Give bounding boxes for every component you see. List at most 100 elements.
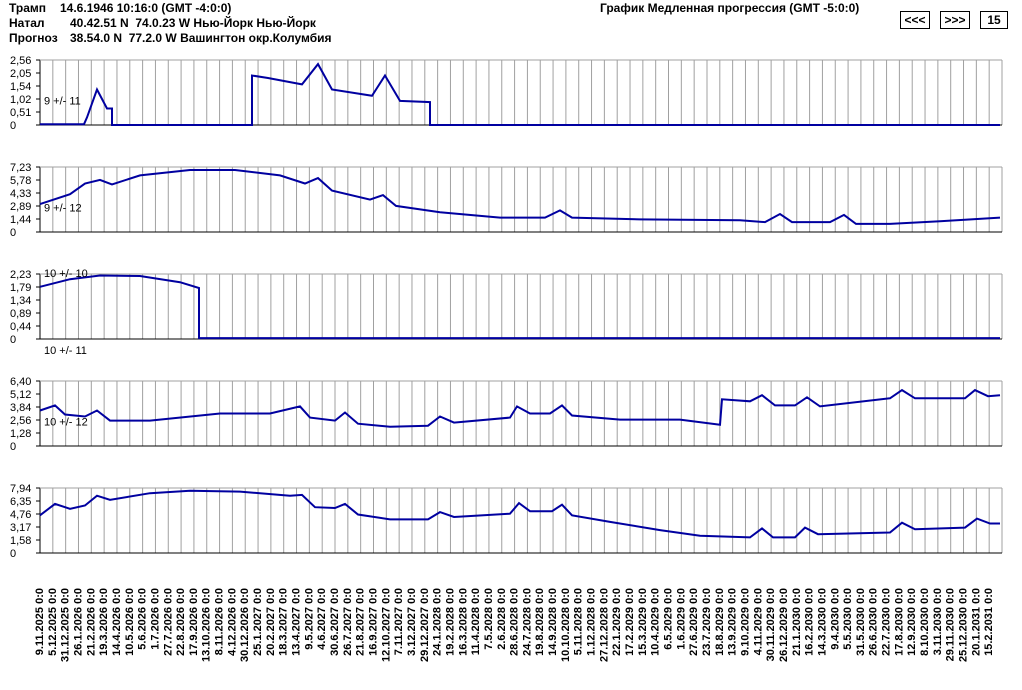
- x-tick-label: 25.1.2027 0:0: [252, 588, 264, 656]
- x-tick-label: 18.3.2027 0:0: [278, 588, 290, 656]
- graph-title: График Медленная прогрессия (GMT -5:0:0): [600, 1, 860, 15]
- y-tick-label: 0,89: [10, 308, 31, 320]
- y-tick-label: 4,33: [10, 188, 31, 200]
- x-tick-label: 13.4.2027 0:0: [291, 588, 303, 656]
- x-tick-label: 29.12.2027 0:0: [419, 588, 431, 662]
- x-tick-label: 20.2.2027 0:0: [265, 588, 277, 656]
- x-tick-label: 9.5.2027 0:0: [303, 588, 315, 650]
- x-tick-label: 27.12.2028 0:0: [598, 588, 610, 662]
- x-tick-label: 22.1.2029 0:0: [611, 588, 623, 656]
- x-tick-label: 30.6.2027 0:0: [329, 588, 341, 656]
- x-tick-label: 26.12.2029 0:0: [778, 588, 790, 662]
- y-tick-label: 1,79: [10, 282, 31, 294]
- x-tick-label: 5.6.2026 0:0: [137, 588, 149, 650]
- x-tick-label: 27.7.2026 0:0: [162, 588, 174, 656]
- y-tick-label: 3,84: [10, 402, 31, 414]
- x-tick-label: 2.6.2028 0:0: [496, 588, 508, 650]
- x-tick-label: 28.6.2028 0:0: [509, 588, 521, 656]
- x-tick-label: 4.6.2027 0:0: [316, 588, 328, 650]
- x-tick-label: 8.11.2026 0:0: [214, 588, 226, 655]
- x-tick-label: 21.8.2027 0:0: [355, 588, 367, 656]
- y-tick-label: 4,76: [10, 509, 31, 521]
- x-tick-label: 17.8.2030 0:0: [893, 588, 905, 656]
- y-tick-label: 1,44: [10, 214, 31, 226]
- y-tick-label: 0: [10, 120, 16, 132]
- x-tick-label: 16.9.2027 0:0: [368, 588, 380, 656]
- x-tick-label: 5.11.2028 0:0: [573, 588, 585, 655]
- y-tick-label: 1,34: [10, 295, 31, 307]
- x-tick-label: 31.12.2025 0:0: [60, 588, 72, 662]
- x-tick-label: 1.12.2028 0:0: [586, 588, 598, 656]
- x-axis-dates: 9.11.2025 0:0 5.12.2025 0:0 31.12.2025 0:0…: [34, 588, 995, 662]
- x-tick-label: 9.10.2029 0:0: [740, 588, 752, 656]
- x-tick-label: 10.5.2026 0:0: [124, 588, 136, 656]
- y-tick-label: 0: [10, 334, 16, 346]
- natal-location: 40.42.51 N 74.0.23 W Нью-Йорк Нью-Йорк: [70, 16, 316, 30]
- y-tick-label: 2,23: [10, 269, 31, 281]
- x-tick-label: 15.2.2031 0:0: [983, 588, 995, 656]
- chart-panel-3: 2,231,791,340,890,440 10 +/- 10 10 +/- 11: [10, 268, 1003, 357]
- x-tick-label: 7.11.2027 0:0: [393, 588, 405, 655]
- x-tick-label: 9.11.2025 0:0: [34, 588, 46, 655]
- x-tick-label: 6.5.2029 0:0: [663, 588, 675, 650]
- y-tick-label: 2,05: [10, 68, 31, 80]
- forecast-location: 38.54.0 N 77.2.0 W Вашингтон окр.Колумби…: [70, 31, 332, 45]
- orb-label: 9 +/- 12: [44, 202, 82, 214]
- natal-label: Натал: [9, 16, 45, 30]
- x-tick-label: 15.3.2029 0:0: [637, 588, 649, 656]
- next-button[interactable]: >>>: [940, 11, 970, 29]
- series-line: [40, 62, 1000, 126]
- x-tick-label: 30.12.2026 0:0: [239, 588, 251, 662]
- x-tick-label: 31.5.2030 0:0: [855, 588, 867, 656]
- y-tick-label: 0: [10, 548, 16, 560]
- x-tick-label: 12.10.2027 0:0: [380, 588, 392, 662]
- y-tick-label: 5,12: [10, 389, 31, 401]
- x-tick-label: 18.8.2029 0:0: [714, 588, 726, 656]
- orb-label: 9 +/- 11: [44, 95, 81, 107]
- x-tick-label: 24.1.2028 0:0: [432, 588, 444, 656]
- x-tick-label: 30.11.2029 0:0: [765, 588, 777, 661]
- series-line: [39, 169, 1001, 225]
- x-tick-label: 3.11.2030 0:0: [932, 588, 944, 655]
- y-tick-label: 0: [10, 227, 16, 239]
- y-tick-label: 7,94: [10, 483, 31, 495]
- y-tick-label: 6,35: [10, 496, 31, 508]
- x-tick-label: 19.2.2028 0:0: [445, 588, 457, 656]
- x-tick-label: 14.9.2028 0:0: [547, 588, 559, 656]
- step-field[interactable]: 15: [980, 11, 1008, 29]
- chart-panel-5: 7,946,354,763,171,580: [10, 483, 1003, 560]
- series-line: [39, 274, 1000, 340]
- x-tick-label: 8.10.2030 0:0: [919, 588, 931, 656]
- y-tick-label: 1,28: [10, 428, 31, 440]
- x-tick-label: 23.7.2029 0:0: [701, 588, 713, 656]
- y-tick-label: 2,89: [10, 201, 31, 213]
- native-datetime: 14.6.1946 10:16:0 (GMT -4:0:0): [60, 1, 232, 15]
- x-tick-label: 22.8.2026 0:0: [175, 588, 187, 656]
- x-tick-label: 10.10.2028 0:0: [560, 588, 572, 662]
- y-tick-label: 1,54: [10, 81, 31, 93]
- chart-panel-4: 6,405,123,842,561,280 10 +/- 12: [10, 376, 1003, 453]
- x-tick-label: 27.6.2029 0:0: [688, 588, 700, 656]
- x-tick-label: 19.3.2026 0:0: [98, 588, 110, 656]
- x-tick-label: 1.6.2029 0:0: [675, 588, 687, 650]
- y-tick-label: 1,02: [10, 94, 31, 106]
- x-tick-label: 9.4.2030 0:0: [829, 588, 841, 650]
- x-tick-label: 26.6.2030 0:0: [868, 588, 880, 656]
- series-line: [39, 388, 1001, 428]
- x-tick-label: 5.5.2030 0:0: [842, 588, 854, 650]
- x-tick-label: 13.9.2029 0:0: [727, 588, 739, 656]
- x-tick-label: 22.7.2030 0:0: [881, 588, 893, 656]
- x-tick-label: 24.7.2028 0:0: [521, 588, 533, 656]
- x-tick-label: 14.3.2030 0:0: [816, 588, 828, 656]
- y-tick-label: 1,58: [10, 535, 31, 547]
- x-tick-label: 4.11.2029 0:0: [752, 588, 764, 655]
- x-tick-label: 21.2.2026 0:0: [85, 588, 97, 656]
- prev-button[interactable]: <<<: [900, 11, 930, 29]
- x-tick-label: 7.5.2028 0:0: [483, 588, 495, 650]
- series-line: [39, 489, 1000, 539]
- x-tick-label: 20.1.2031 0:0: [970, 588, 982, 656]
- y-tick-label: 0,51: [10, 107, 31, 119]
- x-tick-label: 26.1.2026 0:0: [73, 588, 85, 656]
- x-tick-label: 14.4.2026 0:0: [111, 588, 123, 656]
